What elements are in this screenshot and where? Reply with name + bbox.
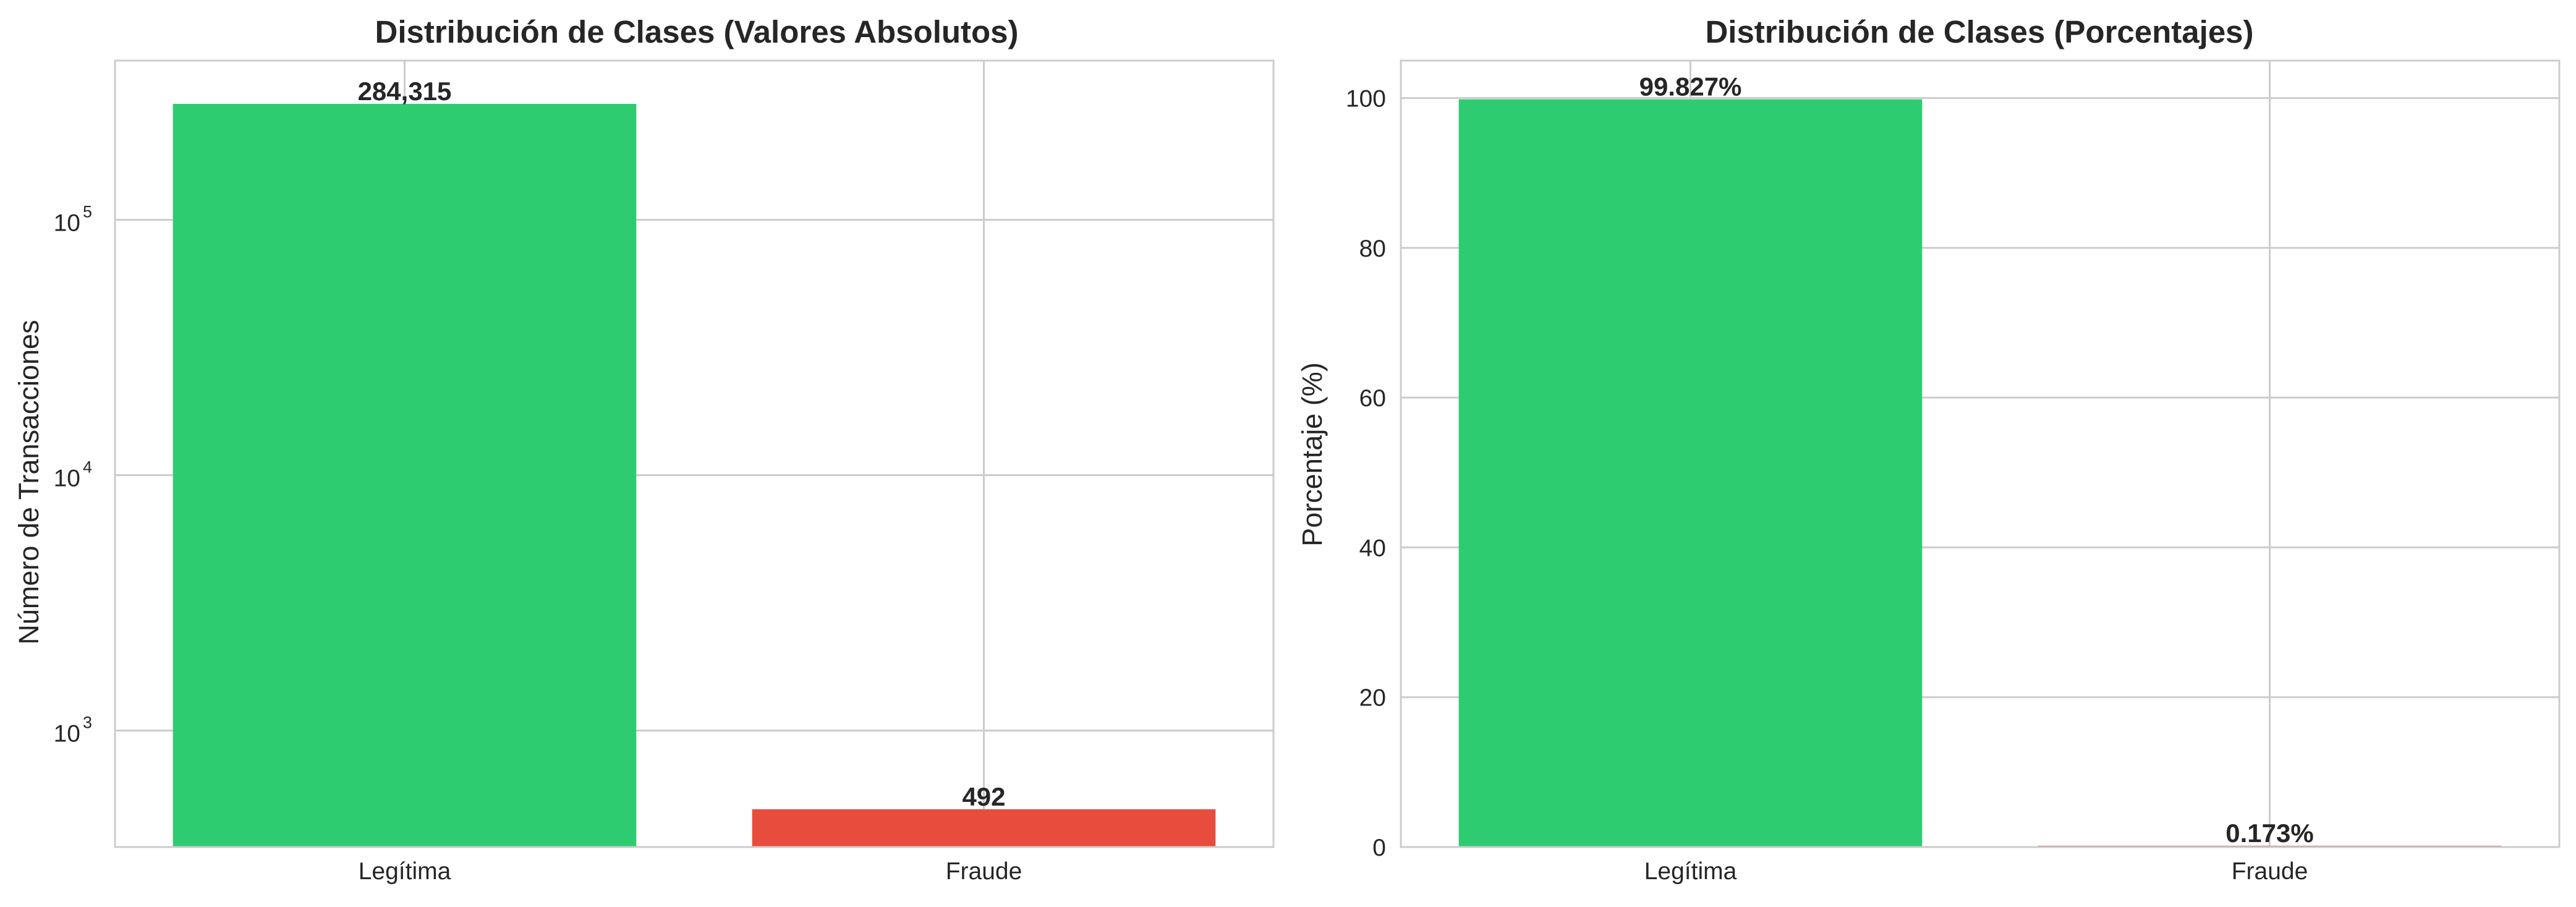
x-tick-label: Legítima [1644,858,1737,885]
bar [1458,99,1923,847]
chart-absolute-values: Distribución de Clases (Valores Absoluto… [13,14,1275,885]
bars [1458,99,2502,847]
x-tick-label: Fraude [2232,858,2308,885]
y-tick-exponent: 4 [83,458,92,477]
x-tick-label: Legítima [359,858,451,885]
bar [172,103,637,848]
x-tick-labels: Legítima Fraude [1644,858,2308,885]
chart-title: Distribución de Clases (Porcentajes) [1705,14,2253,49]
chart-title: Distribución de Clases (Valores Absoluto… [375,14,1018,49]
y-tick-label: 10 [54,466,80,492]
bar [752,809,1216,847]
y-axis-label: Porcentaje (%) [1296,362,1328,547]
bar-value-label: 0.173% [2225,819,2313,848]
x-tick-labels: Legítima Fraude [359,858,1022,885]
y-tick-label: 40 [1359,535,1386,561]
y-tick-exponent: 5 [83,202,92,221]
bar-value-label: 492 [962,782,1005,811]
y-tick-label: 10 [54,210,80,236]
plot-frame [1400,59,2561,848]
y-tick-labels: 0 20 40 60 80 100 [1346,86,1386,861]
plot-frame [114,59,1275,848]
y-tick-label: 80 [1359,236,1386,262]
y-tick-exponent: 3 [83,713,92,732]
y-tick-label: 0 [1372,835,1386,861]
bar-value-labels: 284,315 492 [358,77,1006,811]
y-tick-label: 10 [54,721,80,747]
bars [172,103,1216,848]
bar-value-label: 99.827% [1639,72,1742,101]
y-tick-label: 60 [1359,385,1386,412]
y-axis-label: Número de Transacciones [13,320,45,644]
chart-percentages: Distribución de Clases (Porcentajes) Por… [1296,14,2561,885]
y-tick-label: 100 [1346,86,1386,113]
bar-value-labels: 99.827% 0.173% [1639,72,2314,848]
bar-value-label: 284,315 [358,77,452,106]
y-tick-label: 20 [1359,685,1386,712]
x-tick-label: Fraude [946,858,1022,885]
